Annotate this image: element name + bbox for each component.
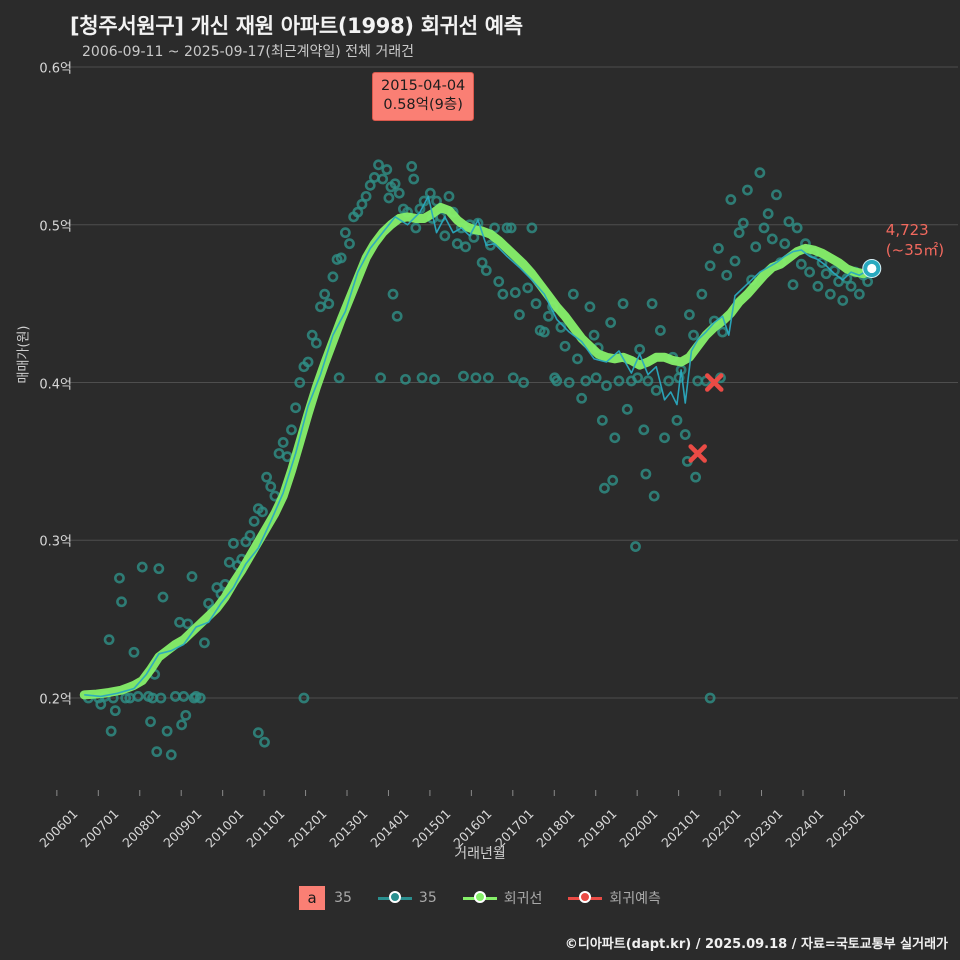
y-axis-ticks: 0.2억 0.3억 0.4억 0.5억 0.6억 xyxy=(8,0,72,960)
y-tick-label: 0.4억 xyxy=(39,377,72,392)
y-tick-label: 0.3억 xyxy=(39,534,72,550)
x-tick-label: 202201 xyxy=(699,806,744,851)
footer-credit: ©디아파트(dapt.kr) / 2025.09.18 / 자료=국토교통부 실… xyxy=(564,937,948,952)
x-tick-label: 202301 xyxy=(740,806,786,851)
chart-subtitle: 2006-09-11 ~ 2025-09-17(최근계약일) 전체 거래건 xyxy=(82,44,414,60)
x-tick-label: 200901 xyxy=(160,806,205,851)
legend-area-badge: a xyxy=(299,886,326,910)
legend-item-scatter-35[interactable]: 35 xyxy=(377,890,437,906)
legend-label: 35 xyxy=(418,890,437,906)
annotation-date: 2015-04-04 xyxy=(381,78,466,94)
page-title: [청주서원구] 개신 재원 아파트(1998) 회귀선 예측 xyxy=(70,14,523,38)
legend-item-regression-line[interactable]: 회귀선 xyxy=(462,888,543,908)
legend-label: 35 xyxy=(334,890,352,906)
legend-item-area-badge[interactable]: a 35 xyxy=(299,886,352,910)
peak-annotation: 2015-04-04 0.58억(9층) xyxy=(372,72,475,121)
x-tick-label: 200801 xyxy=(119,806,164,851)
x-tick-label: 201701 xyxy=(492,806,537,851)
x-axis-label: 거래년월 xyxy=(454,846,506,862)
end-value: 4,723 xyxy=(885,221,929,240)
y-tick-label: 0.2억 xyxy=(39,692,72,708)
y-tick-label: 0.6억 xyxy=(39,61,72,77)
legend-marker-icon xyxy=(462,891,497,905)
x-tick-label: 202401 xyxy=(782,806,827,851)
x-tick-label: 201601 xyxy=(450,806,495,851)
x-tick-label: 201201 xyxy=(284,806,330,851)
x-tick-label: 201501 xyxy=(409,806,454,851)
legend-label: 회귀선 xyxy=(503,891,543,907)
x-tick-label: 202101 xyxy=(657,806,703,851)
y-tick-label: 0.5억 xyxy=(39,219,72,235)
x-axis-ticks: 200601 200701 200801 200901 201001 201101 2012… xyxy=(0,802,960,882)
annotation-value: 0.58억(9층) xyxy=(383,97,463,113)
x-tick-label: 201101 xyxy=(243,806,288,851)
end-area: (~35㎡) xyxy=(885,241,945,260)
x-tick-label: 201301 xyxy=(326,806,371,851)
x-tick-label: 201001 xyxy=(201,806,247,851)
legend-item-regression-forecast[interactable]: 회귀예측 xyxy=(568,888,661,908)
legend-marker-icon xyxy=(568,891,603,905)
legend-marker-icon xyxy=(377,891,412,905)
x-tick-label: 202001 xyxy=(616,806,661,851)
x-tick-label: 200701 xyxy=(77,806,122,851)
x-tick-label: 200601 xyxy=(36,806,81,851)
x-tick-label: 202501 xyxy=(823,806,869,851)
x-tick-label: 201901 xyxy=(574,806,620,851)
end-value-label: 4,723 (~35㎡) xyxy=(886,220,944,260)
chart-legend: a 35 35 회귀선 회귀예측 xyxy=(0,886,960,910)
legend-label: 회귀예측 xyxy=(609,891,661,907)
x-tick-label: 201801 xyxy=(533,806,578,851)
x-tick-label: 201401 xyxy=(367,806,413,851)
